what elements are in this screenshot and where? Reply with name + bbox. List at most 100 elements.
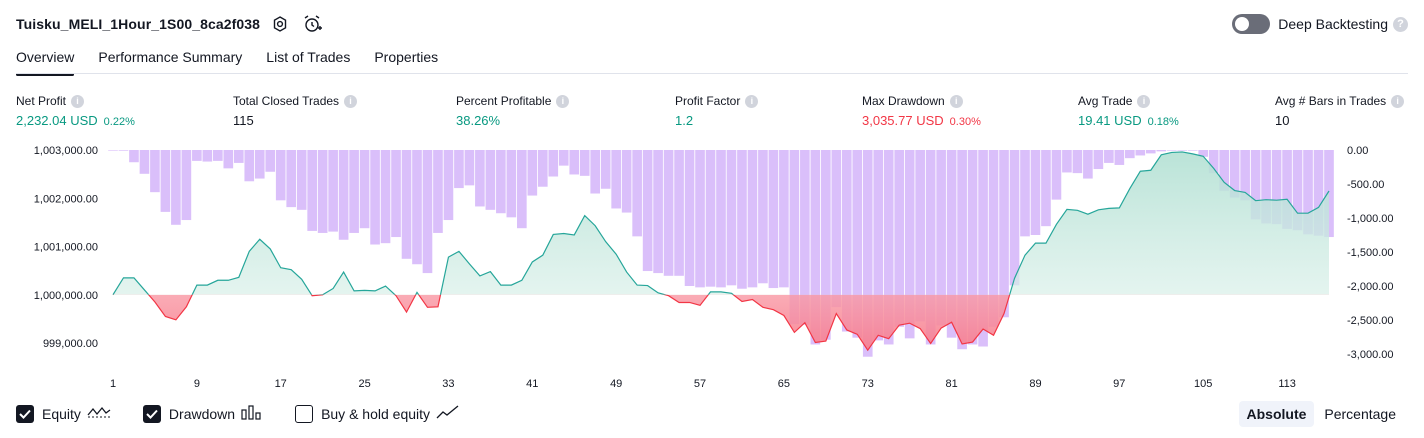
drawdown-bar [401,150,412,259]
drawdown-bar [663,150,674,276]
metric-avg-bars: Avg # Bars in Trades i 10 [1275,94,1405,128]
x-axis-tick: 33 [442,378,454,390]
x-axis-tick: 97 [1113,378,1125,390]
drawdown-bar [1177,150,1188,151]
metric-avg-trade: Avg Trade i 19.41 USD 0.18% [1078,94,1179,128]
tab-list-of-trades[interactable]: List of Trades [266,49,351,65]
drawdown-bar [475,150,485,207]
drawdown-bar [1062,150,1072,173]
legend-drawdown[interactable]: Drawdown [142,404,263,425]
drawdown-bar [789,150,800,325]
drawdown-bar [967,150,978,345]
drawdown-bar [1083,150,1093,179]
drawdown-bar [1250,150,1261,220]
legend-buy-hold-label: Buy & hold equity [321,406,431,422]
drawdown-bar [841,150,852,332]
equity-line-icon [87,404,111,425]
drawdown-bar [600,150,611,189]
drawdown-bar [852,150,863,338]
drawdown-bar [1020,150,1030,237]
drawdown-bar [129,150,139,163]
metric-value: 38.26% [456,113,501,128]
drawdown-bar [213,150,223,161]
percentage-button[interactable]: Percentage [1324,406,1396,422]
drawdown-bar [171,150,181,225]
x-axis-tick: 89 [1029,378,1041,390]
x-axis-tick: 49 [610,378,622,390]
legend-equity[interactable]: Equity [16,404,111,425]
alarm-add-icon[interactable] [300,12,324,36]
metric-value: 19.41 USD [1078,113,1142,128]
info-icon[interactable]: i [1391,94,1405,108]
drawdown-bar [1219,150,1229,191]
drawdown-bar [1313,150,1324,236]
metric-label: Avg Trade [1078,94,1133,108]
tab-properties[interactable]: Properties [374,49,439,65]
info-icon[interactable]: i [71,94,85,108]
drawdown-bar [1072,150,1083,174]
drawdown-bar [569,150,580,175]
drawdown-bar [202,150,213,162]
tab-overview[interactable]: Overview [16,44,75,76]
drawdown-bar [653,150,663,274]
drawdown-bar [758,150,768,284]
drawdown-bar [674,150,684,276]
info-icon[interactable]: i [344,94,358,108]
metric-percent: 0.18% [1147,116,1179,128]
help-icon[interactable]: ? [1393,16,1408,32]
metric-net-profit: Net Profit i 2,232.04 USD 0.22% [16,94,135,128]
absolute-button[interactable]: Absolute [1238,401,1315,427]
drawdown-bar [1125,150,1135,159]
x-axis-tick: 1 [110,378,116,390]
drawdown-checkbox[interactable] [142,405,161,423]
drawdown-bar [558,150,569,166]
drawdown-bar [1104,150,1114,163]
buy-hold-checkbox[interactable] [295,405,314,423]
right-axis-tick: -3,000.00 [1347,349,1393,361]
drawdown-bar [233,150,244,163]
legend-buy-hold[interactable]: Buy & hold equity [295,404,460,425]
drawdown-bar [527,150,538,196]
drawdown-bar [328,150,338,232]
equity-line-negative [113,294,1011,352]
info-icon[interactable]: i [1137,94,1151,108]
drawdown-bar [779,150,789,288]
deep-backtesting-toggle[interactable] [1232,14,1271,34]
x-axis-tick: 65 [778,378,790,390]
x-axis: 1 9 17 25 33 41 49 57 65 73 81 89 97 105 113 [110,378,1296,390]
left-axis-tick: 1,002,000.00 [34,193,98,205]
tabs-divider [16,73,1408,74]
drawdown-bar [957,150,967,350]
drawdown-bar [873,150,884,341]
right-axis-tick: -2,500.00 [1347,315,1393,327]
drawdown-bar [1009,150,1020,286]
drawdown-bar [716,150,726,288]
drawdown-bar [349,150,359,233]
info-icon[interactable]: i [745,94,759,108]
drawdown-bar [412,150,422,265]
drawdown-bars-icon [241,404,263,425]
drawdown-bar [737,150,747,289]
drawdown-bar [443,150,454,221]
drawdown-bar [307,150,317,231]
settings-icon[interactable] [268,12,292,36]
equity-checkbox[interactable] [16,405,34,423]
metric-value: 2,232.04 USD [16,113,98,128]
drawdown-bar [1240,150,1250,201]
drawdown-bar [464,150,475,186]
info-icon[interactable]: i [949,94,963,108]
x-axis-tick: 25 [358,378,370,390]
drawdown-bar [296,150,307,210]
info-icon[interactable]: i [556,94,570,108]
metric-label: Net Profit [16,94,67,108]
equity-drawdown-chart[interactable]: 1,003,000.00 1,002,000.00 1,001,000.00 1,00… [0,136,1424,398]
legend-drawdown-label: Drawdown [168,406,236,422]
drawdown-bar [517,150,527,229]
deep-backtesting-label: Deep Backtesting [1278,16,1388,32]
metric-label: Profit Factor [675,94,741,108]
tab-performance-summary[interactable]: Performance Summary [98,49,243,65]
drawdown-bar [800,150,810,325]
drawdown-bar [999,150,1009,318]
left-axis-tick: 1,003,000.00 [34,145,98,157]
metric-label: Max Drawdown [862,94,945,108]
